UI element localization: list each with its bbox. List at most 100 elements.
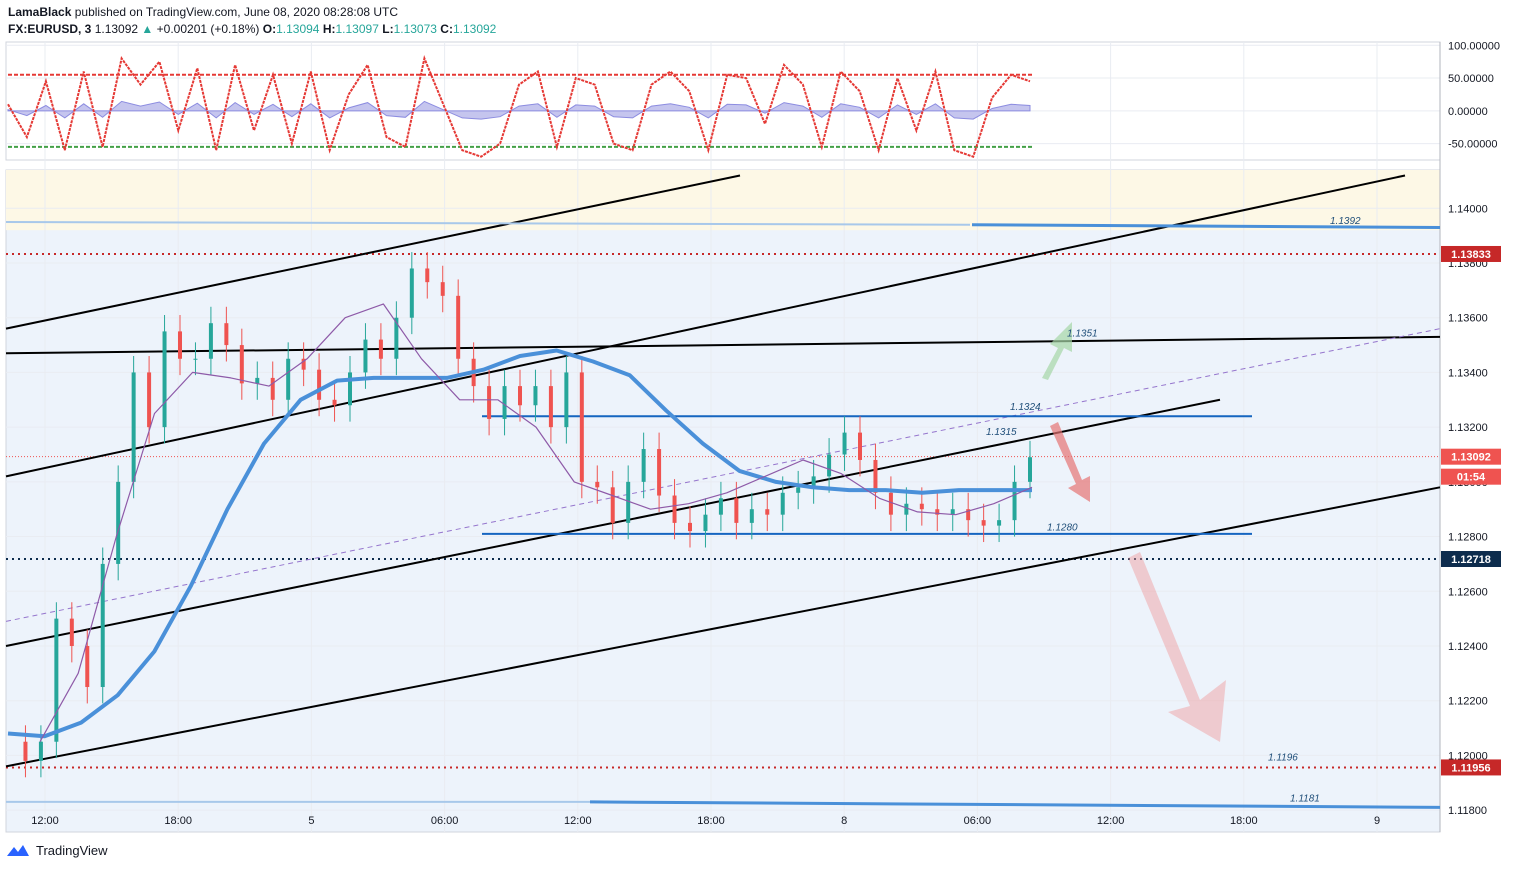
candle-body: [456, 295, 461, 359]
candle-body: [564, 372, 569, 428]
price-tick-label: 1.12200: [1448, 696, 1488, 708]
price-tick-label: 1.12400: [1448, 641, 1488, 653]
candle-body: [286, 358, 291, 400]
tradingview-logo-icon: [7, 845, 29, 856]
low-label: L:: [382, 22, 394, 36]
last-price: 1.13092: [94, 22, 139, 36]
level-1181-line: [589, 800, 1441, 809]
high-label: H:: [322, 22, 336, 36]
candle-body: [904, 503, 909, 515]
candle-body: [425, 268, 430, 283]
level-price-box: [1441, 245, 1501, 262]
level-1392-line: [971, 223, 1441, 229]
candle-body: [147, 372, 152, 428]
candle-body: [935, 509, 940, 515]
author-name[interactable]: LamaBlack: [8, 5, 72, 19]
time-tick-label: 06:00: [431, 815, 459, 827]
level-1392-faded: [5, 220, 971, 226]
price-annotation: 1.1351: [1067, 328, 1098, 339]
candle-body: [100, 563, 105, 688]
candle-body: [749, 509, 754, 523]
level-price-box: [1441, 550, 1501, 567]
candle-body: [162, 331, 167, 428]
candle-body: [703, 514, 708, 532]
candle-body: [208, 323, 213, 359]
candle-body: [487, 386, 492, 419]
osc-tick-label: -50.00000: [1448, 139, 1498, 151]
candle-body: [224, 323, 229, 346]
candle-body: [378, 339, 383, 359]
countdown-label: 01:54: [1457, 472, 1486, 484]
osc-tick-label: 50.00000: [1448, 73, 1494, 85]
candle-body: [1012, 481, 1017, 521]
candle-body: [85, 645, 90, 688]
channel-top-line: [5, 174, 741, 330]
time-tick-label: 5: [308, 815, 314, 827]
tradingview-footer[interactable]: TradingView: [6, 842, 108, 858]
price-tick-label: 1.13200: [1448, 422, 1488, 434]
oscillator-pane: [5, 41, 1441, 161]
candle-body: [255, 377, 260, 384]
candle-body: [548, 386, 553, 428]
oscillator-line: [7, 55, 1031, 158]
big-down-arrow: [1128, 552, 1226, 742]
candle-body: [610, 487, 615, 523]
candle-body: [1028, 457, 1032, 482]
time-tick-label: 9: [1374, 815, 1380, 827]
time-tick-label: 18:00: [164, 815, 192, 827]
countdown-box: [1441, 468, 1501, 485]
candle-body: [409, 268, 414, 318]
time-tick-label: 18:00: [697, 815, 725, 827]
price-tick-label: 1.13600: [1448, 313, 1488, 325]
median-dashed-line: [5, 328, 1441, 622]
price-tick-label: 1.12000: [1448, 750, 1488, 762]
time-tick-label: 12:00: [564, 815, 592, 827]
open-value: 1.13094: [276, 22, 320, 36]
price-annotation: 1.1196: [1268, 752, 1298, 763]
level-price-label: 1.13833: [1451, 249, 1491, 261]
candle-body: [827, 454, 832, 477]
candle-body: [641, 449, 646, 482]
candle-body: [734, 498, 739, 523]
close-label: C:: [440, 22, 453, 36]
price-annotation: 1.1392: [1330, 216, 1361, 227]
brand-name: TradingView: [36, 842, 108, 858]
time-tick-label: 18:00: [1230, 815, 1258, 827]
candle-body: [270, 377, 275, 400]
candle-body: [888, 492, 893, 515]
open-label: O:: [262, 22, 277, 36]
candle-body: [54, 618, 59, 742]
time-tick-label: 12:00: [1097, 815, 1125, 827]
candle-body: [780, 492, 785, 515]
publish-line: LamaBlack published on TradingView.com, …: [8, 5, 398, 20]
candle-body: [394, 317, 399, 359]
candle-body: [131, 372, 136, 482]
candle-body: [950, 509, 955, 515]
candle-body: [332, 399, 337, 406]
candle-body: [301, 358, 306, 370]
symbol-name[interactable]: FX:EURUSD, 3: [8, 22, 92, 36]
candle-body: [317, 369, 322, 400]
candle-body: [533, 386, 538, 406]
candle-body: [842, 432, 847, 455]
price-tick-label: 1.13400: [1448, 367, 1488, 379]
candle-body: [239, 345, 244, 384]
level-price-box: [1441, 448, 1501, 465]
time-tick-label: 8: [841, 815, 847, 827]
candle-body: [193, 358, 198, 360]
candle-body: [595, 481, 600, 488]
price-annotation: 1.1181: [1290, 793, 1320, 804]
candle-body: [38, 741, 43, 761]
candle-body: [997, 520, 1002, 526]
close-value: 1.13092: [452, 22, 497, 36]
candle-body: [363, 339, 368, 373]
price-annotation: 1.1280: [1047, 523, 1078, 534]
price-tick-label: 1.12600: [1448, 586, 1488, 598]
low-value: 1.13073: [393, 22, 437, 36]
horizontal-trend-line: [5, 335, 1441, 355]
price-tick-label: 1.14000: [1448, 203, 1488, 215]
high-value: 1.13097: [335, 22, 379, 36]
price-annotation: 1.1315: [986, 427, 1017, 438]
candle-body: [765, 509, 770, 515]
